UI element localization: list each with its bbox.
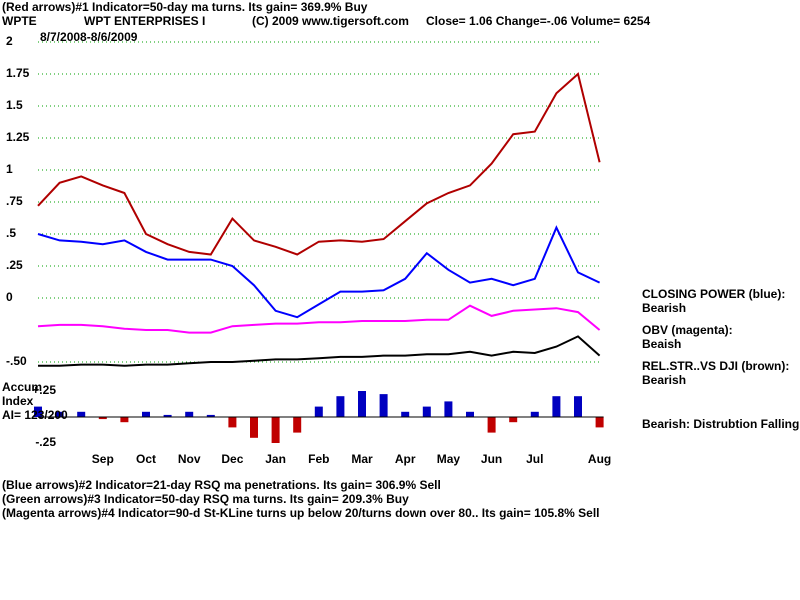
- footer-line: (Magenta arrows)#4 Indicator=90-d St-KLi…: [2, 506, 599, 520]
- panel-label: Accum: [2, 380, 42, 394]
- x-tick-label: Jul: [526, 452, 543, 466]
- x-tick-label: May: [437, 452, 461, 466]
- note: Beaish: [642, 337, 681, 351]
- header-line: (Red arrows)#1 Indicator=50-day ma turns…: [2, 0, 368, 14]
- y-tick-label: -.25: [35, 435, 56, 449]
- y-tick-label: .25: [6, 258, 23, 272]
- y-tick-label: 2: [6, 34, 13, 48]
- bar: [185, 411, 194, 417]
- x-tick-label: Apr: [395, 452, 416, 466]
- bar: [444, 401, 453, 417]
- date-range: 8/7/2008-8/6/2009: [40, 30, 138, 44]
- x-tick-label: Feb: [308, 452, 329, 466]
- x-tick-label: Aug: [588, 452, 611, 466]
- note: Bearish: Distrubtion Falling.: [642, 417, 800, 431]
- x-tick-label: Sep: [92, 452, 114, 466]
- bar: [509, 417, 518, 423]
- panel-label: AI= 123/200: [2, 408, 68, 422]
- y-tick-label: 1.75: [6, 66, 30, 80]
- y-tick-label: +.25: [32, 383, 56, 397]
- footer-line: (Green arrows)#3 Indicator=50-day RSQ ma…: [2, 492, 409, 506]
- note: REL.STR..VS DJI (brown):: [642, 359, 789, 373]
- copyright: (C) 2009 www.tigersoft.com: [252, 14, 409, 28]
- bar: [228, 417, 237, 428]
- bar: [422, 406, 431, 417]
- bar: [77, 411, 86, 417]
- symbol: WPTE: [2, 14, 37, 28]
- series-line: [38, 335, 601, 367]
- bar: [574, 396, 582, 417]
- bar: [401, 411, 410, 417]
- y-tick-label: 1.25: [6, 130, 30, 144]
- x-tick-label: Nov: [178, 452, 201, 466]
- bar: [250, 417, 258, 438]
- x-tick-label: Oct: [136, 452, 156, 466]
- bar: [120, 417, 129, 423]
- series-line: [37, 304, 601, 334]
- bar: [379, 394, 388, 417]
- y-tick-label: -.50: [6, 354, 27, 368]
- bar: [595, 417, 604, 428]
- bar: [163, 414, 172, 417]
- note: CLOSING POWER (blue):: [642, 287, 785, 301]
- note: OBV (magenta):: [642, 323, 733, 337]
- bar: [206, 414, 215, 417]
- quote: Close= 1.06 Change=-.06 Volume= 6254: [426, 14, 651, 28]
- bar: [293, 417, 302, 433]
- y-tick-label: 1: [6, 162, 13, 176]
- x-tick-label: Dec: [221, 452, 243, 466]
- series-line: [37, 72, 601, 256]
- bar: [358, 391, 366, 417]
- panel-label: Index: [2, 394, 34, 408]
- y-tick-label: 1.5: [6, 98, 23, 112]
- bar: [34, 406, 42, 417]
- bar: [98, 417, 107, 420]
- x-tick-label: Mar: [351, 452, 373, 466]
- y-tick-label: 0: [6, 290, 13, 304]
- x-tick-label: Jun: [481, 452, 502, 466]
- bar: [530, 411, 539, 417]
- footer-line: (Blue arrows)#2 Indicator=21-day RSQ ma …: [2, 478, 441, 492]
- note: Bearish: [642, 373, 686, 387]
- y-tick-label: .75: [6, 194, 23, 208]
- y-tick-label: .5: [6, 226, 16, 240]
- bar: [55, 411, 64, 417]
- note: Bearish: [642, 301, 686, 315]
- bar: [466, 411, 474, 417]
- bar: [142, 411, 150, 417]
- bar: [336, 396, 345, 417]
- series-line: [37, 225, 601, 319]
- bar: [314, 406, 323, 417]
- bar: [552, 396, 561, 417]
- company: WPT ENTERPRISES I: [84, 14, 205, 28]
- bar: [487, 417, 496, 433]
- bar: [271, 417, 280, 443]
- x-tick-label: Jan: [265, 452, 286, 466]
